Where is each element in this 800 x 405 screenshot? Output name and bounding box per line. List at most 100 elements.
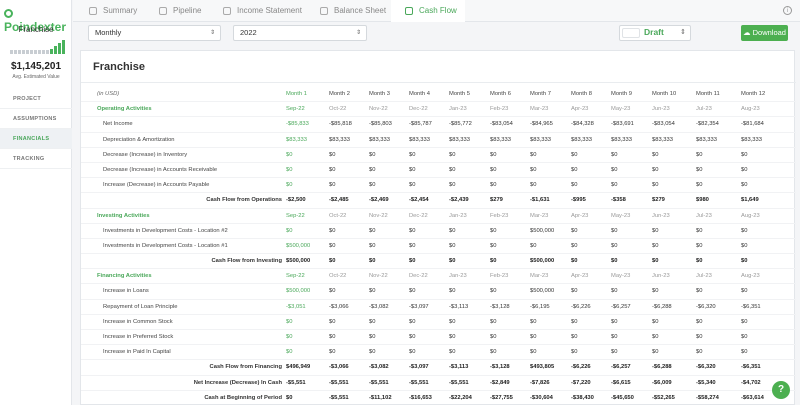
table-cell: $0 xyxy=(449,151,456,158)
table-row: Decrease (Increase) in Accounts Receivab… xyxy=(81,163,796,179)
table-cell: -$3,066 xyxy=(329,364,349,371)
row-label: Net Increase (Decrease) In Cash xyxy=(193,379,282,386)
column-header[interactable]: Month 2 xyxy=(329,91,350,97)
sidebar-item-project[interactable]: PROJECT xyxy=(0,89,72,109)
column-header[interactable]: Month 6 xyxy=(490,91,511,97)
table-cell: $0 xyxy=(611,258,618,265)
table-cell[interactable]: $0 xyxy=(286,182,293,189)
tab-pipeline[interactable]: Pipeline xyxy=(159,0,239,22)
column-header[interactable]: Month 7 xyxy=(530,91,551,97)
table-cell: $0 xyxy=(409,242,416,249)
period-date: Oct-22 xyxy=(329,273,347,280)
sidebar-item-financials[interactable]: FINANCIALS xyxy=(0,129,72,149)
tab-balance-sheet[interactable]: Balance Sheet xyxy=(320,0,406,22)
table-cell: $0 xyxy=(449,334,456,340)
table-cell: -$2,454 xyxy=(409,197,429,204)
table-cell[interactable]: $0 xyxy=(286,334,293,340)
table-cell: -$58,274 xyxy=(696,394,719,401)
table-cell: $83,333 xyxy=(696,136,717,143)
table-cell[interactable]: $0 xyxy=(286,227,293,234)
table-cell: -$5,551 xyxy=(409,379,429,386)
column-header[interactable]: Month 4 xyxy=(409,91,430,97)
section-header-row: Financing Activities Sep-22 Oct-22 Nov-22 De… xyxy=(81,269,796,285)
column-header[interactable]: Month 10 xyxy=(652,91,677,97)
tab-label: Income Statement xyxy=(237,6,302,15)
table-cell: $0 xyxy=(741,242,748,249)
status-toggle[interactable] xyxy=(622,28,640,38)
period-select[interactable]: Monthly ⇕ xyxy=(88,25,221,41)
table-cell: -$84,328 xyxy=(571,121,594,128)
table-row: Depreciation & Amortization $83,333 $83,33… xyxy=(81,133,796,148)
table-cell[interactable]: $0 xyxy=(286,151,293,158)
table-cell: -$1,631 xyxy=(530,197,550,204)
download-button[interactable]: ☁ Download xyxy=(741,25,788,41)
column-header[interactable]: Month 11 xyxy=(696,91,720,97)
period-date: Jan-23 xyxy=(449,106,467,113)
tab-summary[interactable]: Summary xyxy=(89,0,169,22)
help-button[interactable]: ? xyxy=(772,381,790,399)
tab-cash-flow[interactable]: Cash Flow xyxy=(391,0,465,22)
table-cell: $83,333 xyxy=(329,136,350,143)
table-cell[interactable]: $0 xyxy=(286,318,293,325)
info-icon[interactable]: i xyxy=(783,6,792,15)
table-cell: $0 xyxy=(286,394,293,401)
table-row: Increase in Paid In Capital $0 $0 $0 $0 $0 $0 $… xyxy=(81,345,796,361)
period-date: Oct-22 xyxy=(329,106,347,113)
table-cell: $0 xyxy=(652,166,659,173)
top-tabs: Summary Pipeline Income Statement Balanc… xyxy=(73,0,800,22)
table-cell: $0 xyxy=(571,166,578,173)
table-cell: -$5,551 xyxy=(369,379,389,386)
table-cell: $500,000 xyxy=(530,258,555,265)
period-date: Jul-23 xyxy=(696,212,712,219)
table-cell: $0 xyxy=(741,288,748,295)
table-cell: $0 xyxy=(409,258,416,265)
tab-income-statement[interactable]: Income Statement xyxy=(223,0,319,22)
table-cell: -$2,469 xyxy=(369,197,389,204)
sidebar: Poindexter Franchise $1,145,201 Avg. Est… xyxy=(0,0,72,405)
table-cell[interactable]: $83,333 xyxy=(286,136,307,143)
column-header[interactable]: Month 12 xyxy=(741,91,766,97)
status-select[interactable]: Draft ⇕ xyxy=(619,25,691,41)
table-cell: -$83,054 xyxy=(490,121,513,128)
table-cell: -$2,500 xyxy=(286,197,306,204)
tab-label: Cash Flow xyxy=(419,6,457,15)
table-cell: $0 xyxy=(490,166,497,173)
column-header[interactable]: Month 5 xyxy=(449,91,470,97)
table-cell[interactable]: -$3,051 xyxy=(286,303,306,310)
table-cell[interactable]: $500,000 xyxy=(286,288,311,295)
company-name: Franchise xyxy=(18,25,54,34)
cloud-download-icon: ☁ xyxy=(743,28,753,37)
row-label: Cash Flow from Operations xyxy=(206,197,282,204)
year-select[interactable]: 2022 ⇕ xyxy=(233,25,367,41)
table-cell: $980 xyxy=(696,197,709,204)
table-cell[interactable]: $0 xyxy=(286,349,293,356)
table-cell: $0 xyxy=(449,182,456,189)
table-cell: $0 xyxy=(741,227,748,234)
table-cell: -$3,128 xyxy=(490,364,510,371)
table-cell: $83,333 xyxy=(611,136,632,143)
table-cell[interactable]: $0 xyxy=(286,166,293,173)
table-cell[interactable]: -$85,833 xyxy=(286,121,309,128)
sidebar-item-tracking[interactable]: TRACKING xyxy=(0,149,72,169)
table-cell: $0 xyxy=(490,242,497,249)
period-date: Aug-23 xyxy=(741,212,760,219)
period-date: Apr-23 xyxy=(571,212,589,219)
table-row: Investments in Development Costs - Locat… xyxy=(81,239,796,255)
app-logo[interactable]: Poindexter xyxy=(4,6,71,34)
table-cell: -$4,702 xyxy=(741,379,761,386)
table-row: Increase in Loans $500,000 $0 $0 $0 $0 $0 $500,… xyxy=(81,284,796,300)
column-header[interactable]: Month 1 xyxy=(286,91,307,97)
sidebar-nav: PROJECT ASSUMPTIONS FINANCIALS TRACKING xyxy=(0,89,72,169)
period-date: Aug-23 xyxy=(741,106,760,113)
table-cell: $0 xyxy=(652,288,659,295)
sidebar-item-assumptions[interactable]: ASSUMPTIONS xyxy=(0,109,72,129)
column-header[interactable]: Month 8 xyxy=(571,91,592,97)
table-cell: -$2,849 xyxy=(490,379,510,386)
table-cell: -$83,691 xyxy=(611,121,634,128)
period-date: Mar-23 xyxy=(530,273,549,280)
column-header[interactable]: Month 9 xyxy=(611,91,632,97)
column-header[interactable]: Month 3 xyxy=(369,91,390,97)
table-cell: $0 xyxy=(409,288,416,295)
table-row: Repayment of Loan Principle -$3,051 -$3,06… xyxy=(81,300,796,315)
table-cell[interactable]: $500,000 xyxy=(286,242,311,249)
